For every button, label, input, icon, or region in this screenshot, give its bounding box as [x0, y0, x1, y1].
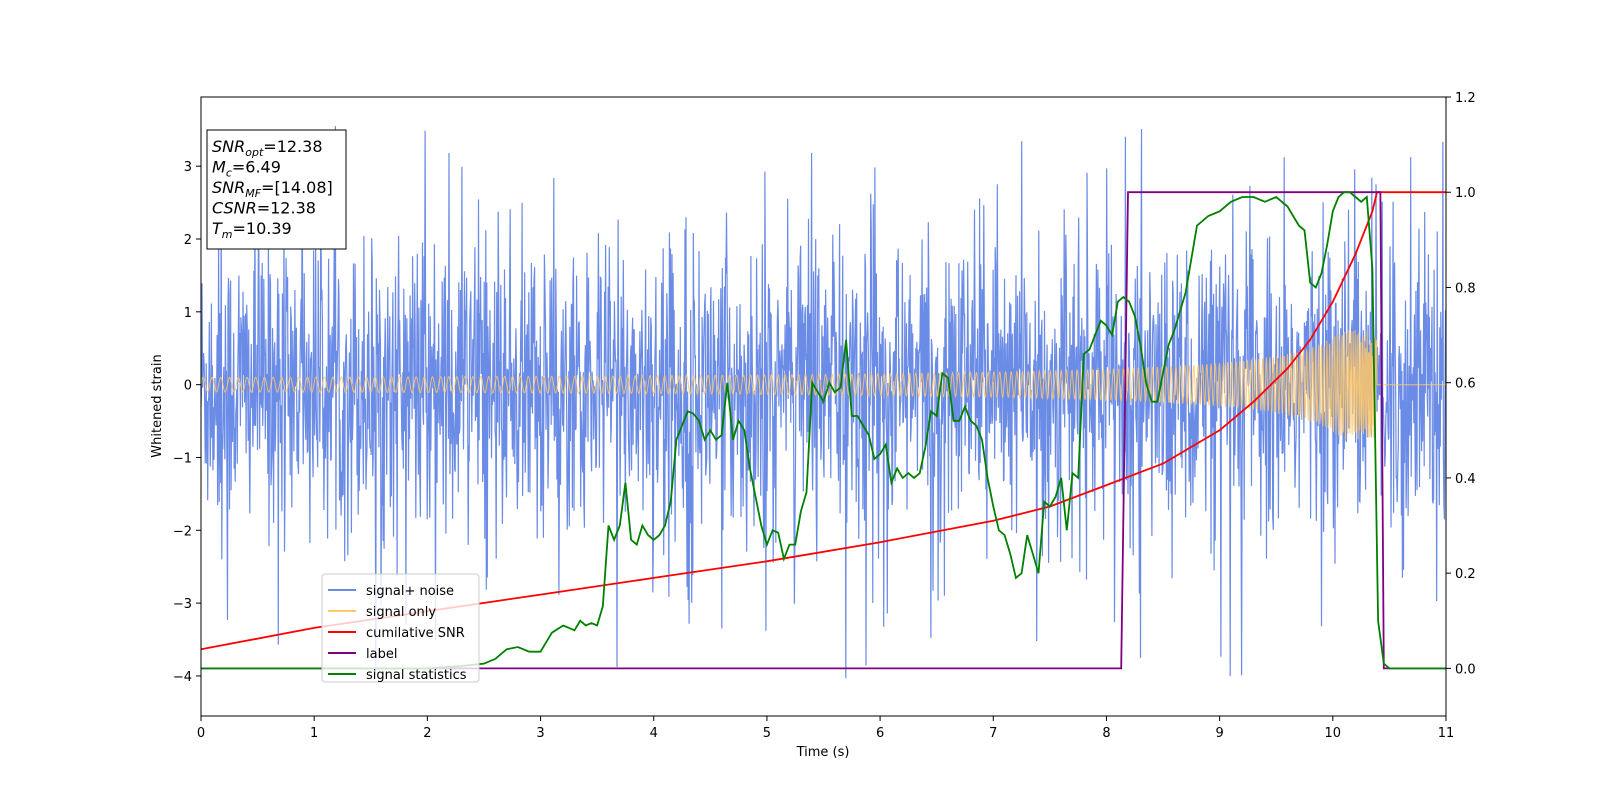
y-tick-label: 0 [184, 379, 192, 394]
info-box-line: SNRMF=[14.08] [212, 178, 333, 200]
x-tick-label: 11 [1438, 726, 1455, 741]
y-tick-label: 3 [184, 160, 192, 175]
x-tick-label: 4 [650, 726, 658, 741]
info-box-line: CSNR=12.38 [212, 199, 316, 218]
legend-label-label: label [366, 647, 397, 662]
x-tick-label: 1 [310, 726, 318, 741]
series-line-signal-only [201, 329, 1446, 440]
legend: signal+ noise signal only cumilative SNR la… [321, 573, 480, 683]
x-axis: 0 1 2 3 4 5 6 7 8 9 10 11 [197, 716, 1454, 741]
y-axis-left: 3 2 1 0 −1 −2 −3 −4 [173, 160, 201, 685]
x-tick-label: 10 [1325, 726, 1342, 741]
legend-frame [321, 573, 480, 683]
y-tick-label: −3 [173, 597, 192, 612]
y2-tick-label: 0.0 [1455, 662, 1476, 677]
plot-frame [200, 96, 1447, 717]
info-box: SNRopt=12.38Mc=6.49SNRMF=[14.08]CSNR=12.… [206, 129, 347, 250]
info-box-line: Tm=10.39 [212, 219, 292, 241]
y-axis-label: Whitened strain [150, 354, 165, 457]
legend-label-cumilative-snr: cumilative SNR [366, 626, 465, 641]
y2-tick-label: 0.2 [1455, 567, 1476, 582]
info-box-line: Mc=6.49 [212, 158, 281, 180]
y-tick-label: −4 [173, 670, 192, 685]
x-tick-label: 2 [423, 726, 431, 741]
legend-label-signal-statistics: signal statistics [366, 668, 467, 683]
y-tick-label: 2 [184, 233, 192, 248]
x-tick-label: 5 [763, 726, 771, 741]
y2-tick-label: 1.0 [1455, 186, 1476, 201]
y2-tick-label: 1.2 [1455, 91, 1476, 106]
x-tick-label: 0 [197, 726, 205, 741]
legend-label-signal-noise: signal+ noise [366, 584, 454, 599]
x-tick-label: 7 [989, 726, 997, 741]
x-tick-label: 6 [876, 726, 884, 741]
y-tick-label: −2 [173, 524, 192, 539]
y-axis-right: 1.2 1.0 0.8 0.6 0.4 0.2 0.0 [1446, 91, 1476, 677]
info-box-frame [206, 129, 347, 250]
y-tick-label: −1 [173, 451, 192, 466]
legend-label-signal-only: signal only [366, 605, 436, 620]
info-box-line: SNRopt=12.38 [212, 137, 323, 159]
y-tick-label: 1 [184, 306, 192, 321]
x-axis-label: Time (s) [796, 745, 850, 760]
series-line-cumilative-snr [201, 191, 1446, 651]
plot-area [201, 126, 1446, 679]
y2-tick-label: 0.4 [1455, 472, 1476, 487]
y2-tick-label: 0.8 [1455, 281, 1476, 296]
x-tick-label: 3 [536, 726, 544, 741]
x-tick-label: 9 [1215, 726, 1223, 741]
x-tick-label: 8 [1102, 726, 1110, 741]
series-line-signal-statistics [201, 191, 1446, 670]
y2-tick-label: 0.6 [1455, 377, 1476, 392]
series-line-signal-noise [201, 126, 1446, 679]
